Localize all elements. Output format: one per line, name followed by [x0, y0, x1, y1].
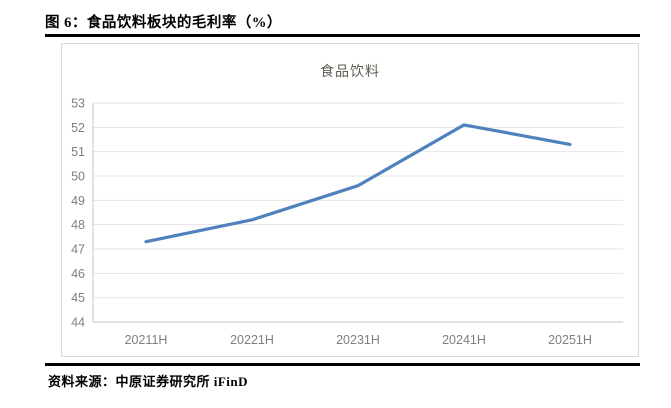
- bottom-divider: [45, 363, 640, 366]
- line-chart: 44 45 46 47 48 49 50 51 52 53 20211H 20221H 20231H 20…: [71, 97, 623, 347]
- svg-text:20211H: 20211H: [125, 333, 168, 347]
- svg-text:53: 53: [71, 97, 85, 111]
- chart-frame: 44 45 46 47 48 49 50 51 52 53 20211H 20221H 20231H 20…: [61, 43, 639, 357]
- svg-text:52: 52: [71, 121, 85, 135]
- top-divider: [45, 34, 640, 37]
- svg-text:50: 50: [71, 170, 85, 184]
- svg-text:20241H: 20241H: [442, 333, 486, 347]
- svg-text:45: 45: [71, 291, 85, 305]
- svg-text:48: 48: [71, 218, 85, 232]
- source-note: 资料来源：中原证券研究所 iFinD: [48, 374, 249, 389]
- svg-text:20231H: 20231H: [336, 333, 380, 347]
- svg-text:20251H: 20251H: [548, 333, 592, 347]
- svg-text:46: 46: [71, 267, 85, 281]
- figure-title: 图 6：食品饮料板块的毛利率（%）: [45, 15, 282, 31]
- svg-text:44: 44: [71, 316, 85, 330]
- svg-text:20221H: 20221H: [230, 333, 274, 347]
- svg-text:51: 51: [71, 145, 85, 159]
- chart-legend: 食品饮料: [62, 61, 638, 81]
- legend-label-food-beverage: 食品饮料: [320, 65, 380, 80]
- svg-text:47: 47: [71, 243, 85, 257]
- svg-text:49: 49: [71, 194, 85, 208]
